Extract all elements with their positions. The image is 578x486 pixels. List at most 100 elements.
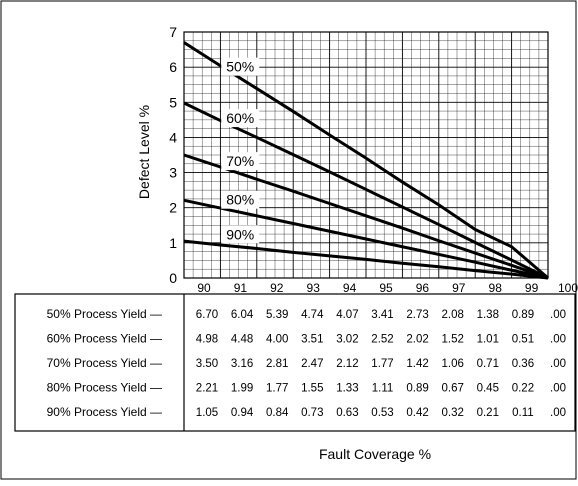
series-line-4 (183, 198, 549, 280)
y-tick-label: 1 (169, 235, 177, 251)
table-row: 90% Process Yield — 1.05 0.94 0.84 0.73 0.63 0… (47, 405, 566, 419)
table-cell: 0.71 (477, 358, 499, 370)
table-cell: 0.22 (512, 383, 534, 395)
series-label-text: 50% (226, 59, 254, 75)
table-cell: 0.94 (231, 407, 254, 419)
table-cell: 4.00 (266, 334, 288, 346)
y-tick-label: 3 (169, 165, 177, 181)
table-cell: .00 (550, 383, 566, 395)
x-tick-label: 90 (197, 281, 211, 295)
table-cell: 6.70 (196, 309, 218, 321)
y-tick-label: 2 (169, 200, 177, 216)
series-line-2 (183, 101, 549, 280)
table-row: 60% Process Yield — 4.98 4.48 4.00 3.51 3.02 2… (47, 332, 566, 346)
table-cell: 1.05 (196, 407, 218, 419)
table-cell: 0.84 (266, 407, 289, 419)
series-line-3 (183, 153, 549, 280)
series-label-bg (221, 152, 260, 171)
table-cell: 1.33 (336, 383, 358, 395)
series-label-2: 60% (221, 109, 260, 128)
x-axis-ticks: 90 91 92 93 94 95 96 97 98 99 100 (197, 281, 578, 295)
y-tick-label: 6 (169, 59, 177, 75)
table-cell: 2.08 (442, 309, 464, 321)
table-row-label: 80% Process Yield — (47, 381, 162, 395)
x-axis-label: Fault Coverage % (319, 446, 431, 462)
series-label-3: 70% (221, 152, 260, 171)
table-cell: 0.89 (406, 383, 428, 395)
table-cell: .00 (550, 309, 566, 321)
data-table: 50% Process Yield — 6.70 6.04 5.39 4.74 4.07 3… (14, 293, 576, 432)
table-cell: 4.74 (301, 309, 324, 321)
table-cell: 0.63 (336, 407, 358, 419)
table-row: 70% Process Yield — 3.50 3.16 2.81 2.47 2.12 1… (47, 356, 566, 370)
table-cell: 0.21 (477, 407, 499, 419)
table-cell: 0.51 (512, 334, 534, 346)
y-tick-label: 4 (169, 129, 177, 145)
series-labels: 50% 60% 70% 80% 90% (221, 57, 260, 244)
table-cell: 2.52 (371, 334, 393, 346)
series-label-text: 70% (226, 153, 254, 169)
table-cell: 2.47 (301, 358, 323, 370)
x-tick-label: 91 (234, 281, 248, 295)
table-cell: 4.07 (336, 309, 358, 321)
table-cell: 3.50 (196, 358, 218, 370)
series-label-text: 60% (226, 110, 254, 126)
table-cell: 1.06 (442, 358, 464, 370)
table-cell: 3.16 (231, 358, 253, 370)
table-cell: .00 (550, 407, 566, 419)
table-cell: 1.01 (477, 334, 499, 346)
table-cell: 1.38 (477, 309, 499, 321)
table-cell: 1.52 (442, 334, 464, 346)
table-cell: 1.55 (301, 383, 323, 395)
table-row-label: 60% Process Yield — (47, 332, 162, 346)
y-tick-label: 0 (169, 270, 177, 286)
table-row-label: 70% Process Yield — (47, 356, 162, 370)
series-label-bg (221, 190, 260, 209)
series-lines (183, 41, 549, 280)
table-cell: 2.02 (406, 334, 428, 346)
x-tick-label: 93 (307, 281, 321, 295)
table-row: 80% Process Yield — 2.21 1.99 1.77 1.55 1.33 1… (47, 381, 566, 395)
y-axis-label: Defect Level % (136, 105, 152, 199)
series-label-text: 80% (226, 192, 254, 208)
x-tick-label: 100 (558, 281, 578, 295)
table-cell: 0.45 (477, 383, 499, 395)
y-tick-label: 7 (169, 24, 177, 40)
table-cell: 0.67 (442, 383, 464, 395)
table-cell: 2.12 (336, 358, 358, 370)
table-cell: .00 (550, 358, 566, 370)
series-line-1 (183, 41, 549, 280)
table-cell: 1.42 (406, 358, 428, 370)
table-cell: 3.51 (301, 334, 323, 346)
series-label-4: 80% (221, 190, 260, 209)
table-cell: 1.77 (266, 383, 288, 395)
x-tick-label: 92 (270, 281, 284, 295)
x-tick-label: 94 (343, 281, 357, 295)
table-cell: 1.77 (371, 358, 393, 370)
series-label-bg (221, 225, 260, 244)
table-cell: 6.04 (231, 309, 254, 321)
x-tick-label: 96 (416, 281, 430, 295)
table-cell: 4.48 (231, 334, 253, 346)
table-cell: 0.42 (406, 407, 428, 419)
y-tick-label: 5 (169, 94, 177, 110)
table-cell: .00 (550, 334, 566, 346)
table-cell: 0.73 (301, 407, 323, 419)
table-cell: 0.53 (371, 407, 393, 419)
table-row-label: 90% Process Yield — (47, 405, 162, 419)
table-cell: 3.41 (371, 309, 393, 321)
table-rows: 50% Process Yield — 6.70 6.04 5.39 4.74 4.07 3… (47, 307, 566, 419)
series-label-text: 90% (226, 226, 254, 242)
series-label-bg (221, 57, 260, 76)
series-label-5: 90% (221, 225, 260, 244)
series-line-5 (183, 239, 549, 280)
table-cell: 0.11 (512, 407, 534, 419)
table-cell: 2.81 (266, 358, 288, 370)
table-cell: 2.21 (196, 383, 218, 395)
x-tick-label: 99 (525, 281, 539, 295)
table-cell: 0.36 (512, 358, 534, 370)
table-cell: 1.11 (372, 383, 394, 395)
